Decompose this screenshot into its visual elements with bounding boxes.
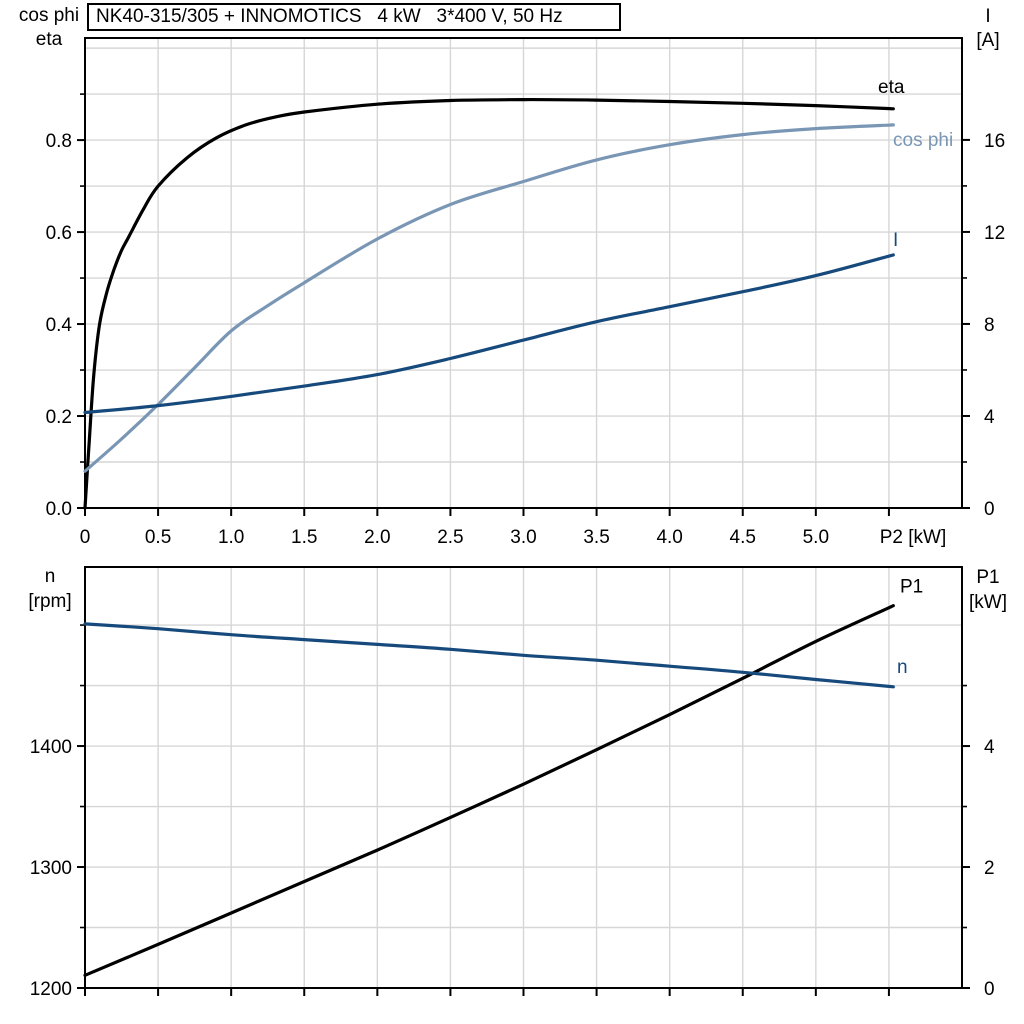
i-curve-label: I [893,230,898,251]
y-left-tick-label: 1400 [30,737,72,758]
bottom-right-axis-label: P1 [kW] [953,565,1023,615]
x-tick-label: 4.0 [656,527,682,548]
chart-panel-0: 0 0.5 1.0 1.5 2.0 2.5 3.0 3.5 4.0 4.5 5.0 P2 [kW] 0.… [46,37,1005,548]
y-right-tick-label: 16 [984,131,1005,152]
chart-title: NK40-315/305 + INNOMOTICS 4 kW 3*400 V, … [96,6,563,27]
y-right-tick-label: 8 [984,315,995,336]
x-tick-label: 0.5 [145,527,171,548]
y-left-tick-label: 0.8 [46,131,72,152]
x-tick-label: 2.0 [364,527,390,548]
chart-panel-1: 1200 1300 1400 0 2 4 P1 n [30,566,995,1000]
y-left-tick-label: 1300 [30,858,72,879]
x-axis-title: P2 [kW] [880,527,947,548]
cos-phi-curve-label: cos phi [893,130,953,151]
axis-label-p1: P1 [976,567,1000,588]
axis-label-speed: n [44,566,56,587]
p1-curve-label: P1 [900,577,923,598]
y-left-tick-label: 0.6 [46,223,72,244]
y-right-tick-label: 2 [984,858,995,879]
x-tick-label: 2.5 [437,527,463,548]
eta-curve-label: eta [878,77,905,98]
y-left-tick-label: 0.2 [46,407,72,428]
y-right-tick-label: 4 [984,737,995,758]
y-right-tick-label: 4 [984,407,995,428]
x-tick-label: 3.0 [510,527,536,548]
x-tick-label: 0 [80,527,91,548]
axis-label-eta: eta [35,29,63,50]
axis-label-cos-phi: cos phi [18,5,80,26]
axis-label-p1-unit: [kW] [969,592,1007,613]
y-left-tick-label: 1200 [30,979,72,1000]
x-tick-label: 5.0 [803,527,829,548]
n-curve [83,622,895,689]
eta-curve [83,97,895,510]
n-curve-label: n [897,657,908,678]
i-curve [83,253,895,415]
y-right-tick-label: 12 [984,223,1005,244]
bottom-left-axis-label: n [rpm] [10,564,90,614]
p1-curve [83,604,895,977]
y-right-tick-label: 0 [984,499,995,520]
axis-label-current: I [985,6,991,27]
axis-label-speed-unit: [rpm] [28,591,72,612]
y-left-tick-label: 0.4 [46,315,73,336]
axis-label-current-unit: [A] [976,30,1000,51]
y-right-tick-label: 0 [984,979,995,1000]
chart-title-box: NK40-315/305 + INNOMOTICS 4 kW 3*400 V, … [87,3,621,31]
x-tick-label: 3.5 [583,527,609,548]
x-tick-label: 4.5 [730,527,756,548]
y-left-tick-label: 0.0 [46,499,72,520]
x-tick-label: 1.0 [218,527,244,548]
top-right-axis-label: I [A] [956,5,1020,53]
top-left-axis-label: cos phi eta [9,4,89,52]
cos-phi-curve [83,123,895,473]
x-tick-label: 1.5 [291,527,317,548]
